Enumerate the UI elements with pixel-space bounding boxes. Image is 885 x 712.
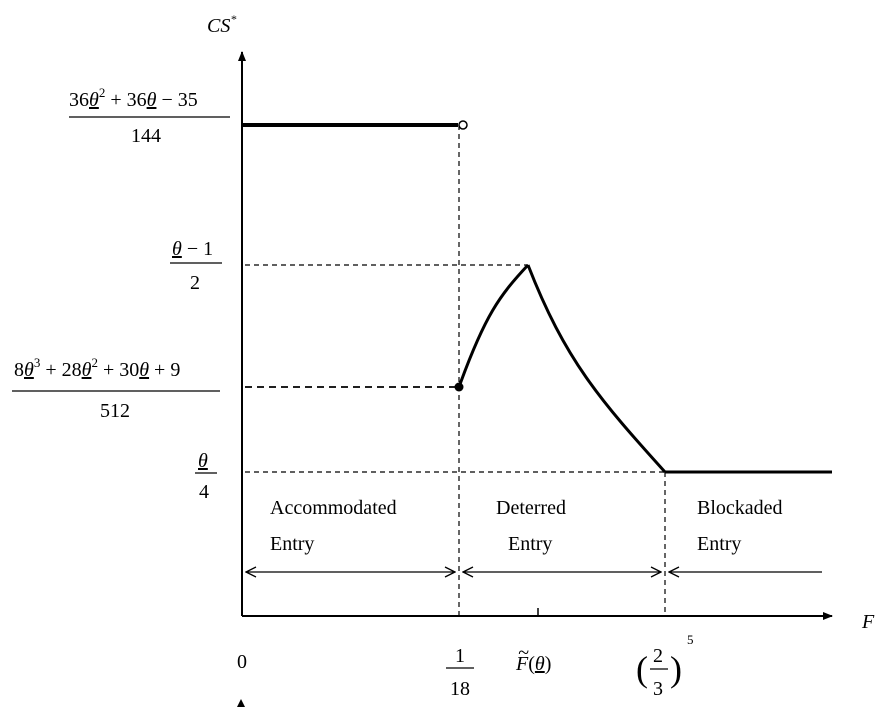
cs-curve-deterred-fall xyxy=(526,264,667,474)
bottom-marker xyxy=(237,699,245,707)
svg-text:~: ~ xyxy=(518,642,529,664)
svg-text:): ) xyxy=(670,649,682,689)
svg-text:Entry: Entry xyxy=(508,533,552,555)
svg-text:1: 1 xyxy=(455,645,465,667)
x-axis-label: F xyxy=(861,611,875,633)
svg-text:Deterred: Deterred xyxy=(496,497,566,519)
svg-text:2: 2 xyxy=(190,272,200,294)
svg-text:Entry: Entry xyxy=(270,533,314,555)
y-tick-peak: θ − 1 2 xyxy=(170,238,222,294)
region-blockaded: Blockaded Entry xyxy=(697,497,783,555)
svg-text:θ − 1: θ − 1 xyxy=(172,238,213,260)
svg-text:5: 5 xyxy=(687,632,694,647)
closed-endpoint xyxy=(454,382,464,392)
open-endpoint xyxy=(458,120,468,130)
y-tick-flat: θ 4 xyxy=(195,450,217,503)
svg-text:2: 2 xyxy=(653,645,663,667)
svg-text:144: 144 xyxy=(131,125,161,147)
region-accommodated: Accommodated Entry xyxy=(270,497,397,555)
x-tick-last: ( 2 3 ) 5 xyxy=(636,632,694,700)
y-tick-start: 8θ3 + 28θ2 + 30θ + 9 512 xyxy=(12,355,220,422)
svg-text:512: 512 xyxy=(100,400,130,422)
svg-text:3: 3 xyxy=(653,678,663,700)
svg-text:(: ( xyxy=(636,649,648,689)
svg-text:4: 4 xyxy=(199,481,209,503)
y-tick-top: 36θ2 + 36θ − 35 144 xyxy=(69,85,230,147)
y-axis-label: CS* xyxy=(207,12,236,37)
svg-text:Blockaded: Blockaded xyxy=(697,497,783,519)
svg-text:θ: θ xyxy=(198,450,208,472)
x-tick-first: 1 18 xyxy=(446,645,474,700)
x-tick-middle: ~ F(θ) xyxy=(515,642,551,675)
origin-label: 0 xyxy=(237,651,247,673)
svg-text:18: 18 xyxy=(450,678,470,700)
region-deterred: Deterred Entry xyxy=(496,497,566,555)
cs-curve-deterred-rise xyxy=(457,263,530,388)
dashed-guides xyxy=(245,125,666,616)
svg-text:36θ2 + 36θ − 35: 36θ2 + 36θ − 35 xyxy=(69,85,198,111)
svg-text:Entry: Entry xyxy=(697,533,741,555)
svg-text:Accommodated: Accommodated xyxy=(270,497,397,519)
svg-text:F(θ): F(θ) xyxy=(515,653,551,675)
svg-text:8θ3 + 28θ2 + 30θ + 9: 8θ3 + 28θ2 + 30θ + 9 xyxy=(14,355,180,381)
